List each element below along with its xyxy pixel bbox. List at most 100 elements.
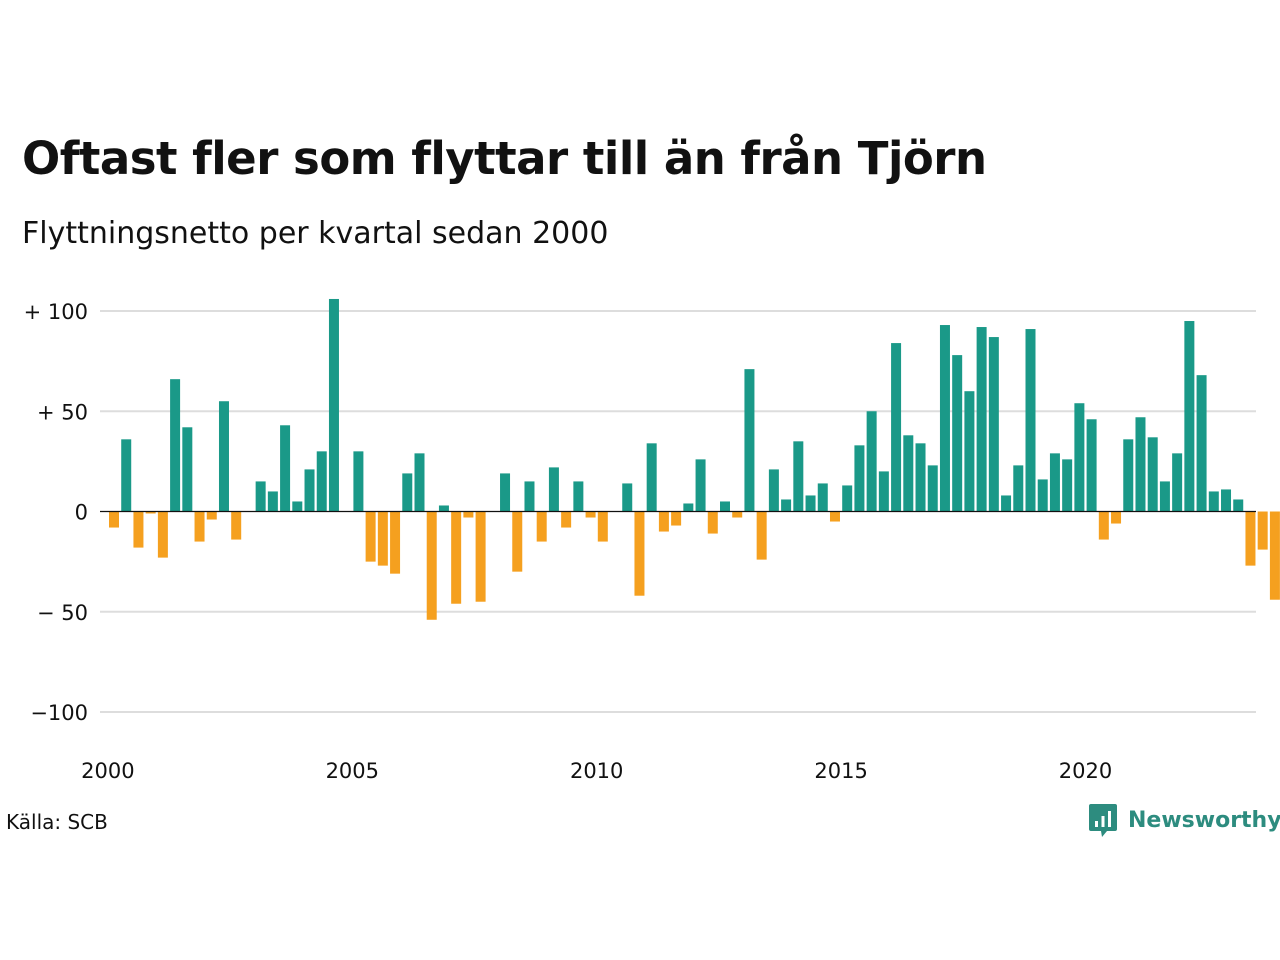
x-tick-label: 2020 [1059, 759, 1112, 783]
bar [231, 511, 242, 540]
bar [976, 327, 987, 512]
bar [1221, 489, 1232, 512]
chart-subtitle: Flyttningsnetto per kvartal sedan 2000 [22, 216, 609, 251]
y-tick-label: −100 [30, 701, 88, 725]
bar [1001, 495, 1012, 512]
bar [267, 491, 278, 512]
bar [353, 451, 364, 512]
bar [1257, 511, 1268, 550]
bar [695, 459, 706, 512]
bar [280, 425, 291, 512]
bar [561, 511, 572, 528]
bar [915, 443, 926, 512]
bar [377, 511, 388, 566]
bar [1037, 479, 1048, 512]
bar [1233, 499, 1244, 512]
bar [585, 511, 596, 518]
bar [1086, 419, 1097, 512]
newsworthy-logo: Newsworthy [1088, 802, 1280, 838]
bar [1135, 417, 1146, 512]
chart-title: Oftast fler som flyttar till än från Tjö… [22, 132, 987, 185]
bar [390, 511, 401, 574]
bar [1111, 511, 1122, 524]
y-tick-label: + 100 [24, 300, 88, 324]
bar [426, 511, 437, 620]
bar [952, 355, 963, 512]
bar [622, 483, 633, 512]
bar [1208, 491, 1219, 512]
bar [805, 495, 816, 512]
bar [634, 511, 645, 596]
gridlines [100, 310, 1256, 713]
bar [157, 511, 168, 558]
bar [1049, 453, 1060, 512]
bar [964, 391, 975, 512]
bar [1025, 329, 1036, 512]
bar [1147, 437, 1158, 512]
bar [903, 435, 914, 512]
bar [1159, 481, 1170, 512]
newsworthy-logo-text: Newsworthy [1128, 807, 1280, 833]
y-axis-labels: + 100 + 50 0 − 50 −100 [24, 300, 88, 725]
bar [451, 511, 462, 604]
bar [548, 467, 559, 512]
bar [1196, 375, 1207, 512]
bar [536, 511, 547, 542]
bar [683, 503, 694, 512]
bar [182, 427, 193, 512]
bar [1184, 321, 1195, 512]
y-tick-label: 0 [75, 501, 88, 525]
bar [218, 401, 229, 512]
bar [744, 369, 755, 512]
bar [1013, 465, 1024, 512]
bar [817, 483, 828, 512]
bar [402, 473, 413, 512]
source-note: Källa: SCB [6, 810, 108, 834]
bar [793, 441, 804, 512]
bar [768, 469, 779, 512]
x-tick-label: 2005 [326, 759, 379, 783]
y-tick-label: − 50 [37, 601, 88, 625]
bar [646, 443, 657, 512]
bar [194, 511, 205, 542]
bar [854, 445, 865, 512]
bar [475, 511, 486, 602]
bar [866, 411, 877, 512]
bar [707, 511, 718, 534]
bar [1172, 453, 1183, 512]
bar [1098, 511, 1109, 540]
newsworthy-logo-icon [1089, 804, 1117, 837]
bar [573, 481, 584, 512]
bar [597, 511, 608, 542]
bar [109, 511, 119, 528]
x-tick-label: 2000 [81, 759, 134, 783]
bar [328, 298, 339, 512]
bar [206, 511, 217, 520]
bar [988, 337, 999, 512]
bar [292, 501, 303, 512]
bar [1074, 403, 1085, 512]
bar [438, 505, 449, 512]
bar [781, 499, 792, 512]
bar [1062, 459, 1073, 512]
bar [304, 469, 315, 512]
bar [1269, 511, 1280, 600]
bar [133, 511, 144, 548]
bar [255, 481, 266, 512]
bar [1245, 511, 1256, 566]
bar [720, 501, 730, 512]
bar [145, 511, 156, 514]
bar [732, 511, 743, 518]
bar [658, 511, 669, 532]
bar [121, 439, 132, 512]
x-tick-label: 2015 [814, 759, 867, 783]
bar [939, 325, 950, 512]
bar [756, 511, 767, 560]
bar [463, 511, 474, 518]
bar [414, 453, 425, 512]
bar [524, 481, 535, 512]
bar [512, 511, 523, 572]
bars [109, 298, 1280, 620]
bar [671, 511, 682, 526]
y-tick-label: + 50 [37, 400, 88, 424]
